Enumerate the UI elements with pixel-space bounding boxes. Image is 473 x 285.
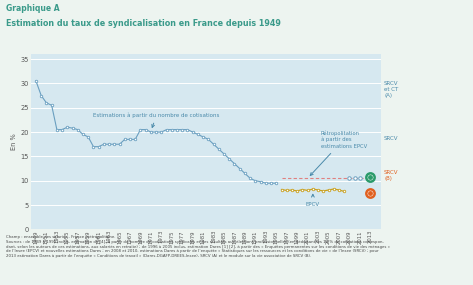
Text: Graphique A: Graphique A	[6, 4, 59, 13]
Text: Estimation du taux de syndicalisation en France depuis 1949: Estimation du taux de syndicalisation en…	[6, 19, 280, 28]
Text: SRCV
(B): SRCV (B)	[384, 170, 399, 181]
Y-axis label: En %: En %	[11, 133, 18, 150]
Text: SRCV
et CT
(A): SRCV et CT (A)	[384, 82, 399, 98]
Text: SRCV: SRCV	[384, 136, 399, 141]
Text: EPCV: EPCV	[306, 194, 320, 207]
Text: Champ : ensemble des salariés - France métropolitaine.
Sources : de 1949 à 1995 : Champ : ensemble des salariés - France m…	[6, 235, 390, 258]
Text: Estimations à partir du nombre de cotisations: Estimations à partir du nombre de cotisa…	[94, 112, 220, 127]
Text: Rétropolitation
à partir des
estimations EPCV: Rétropolitation à partir des estimations…	[310, 130, 367, 176]
